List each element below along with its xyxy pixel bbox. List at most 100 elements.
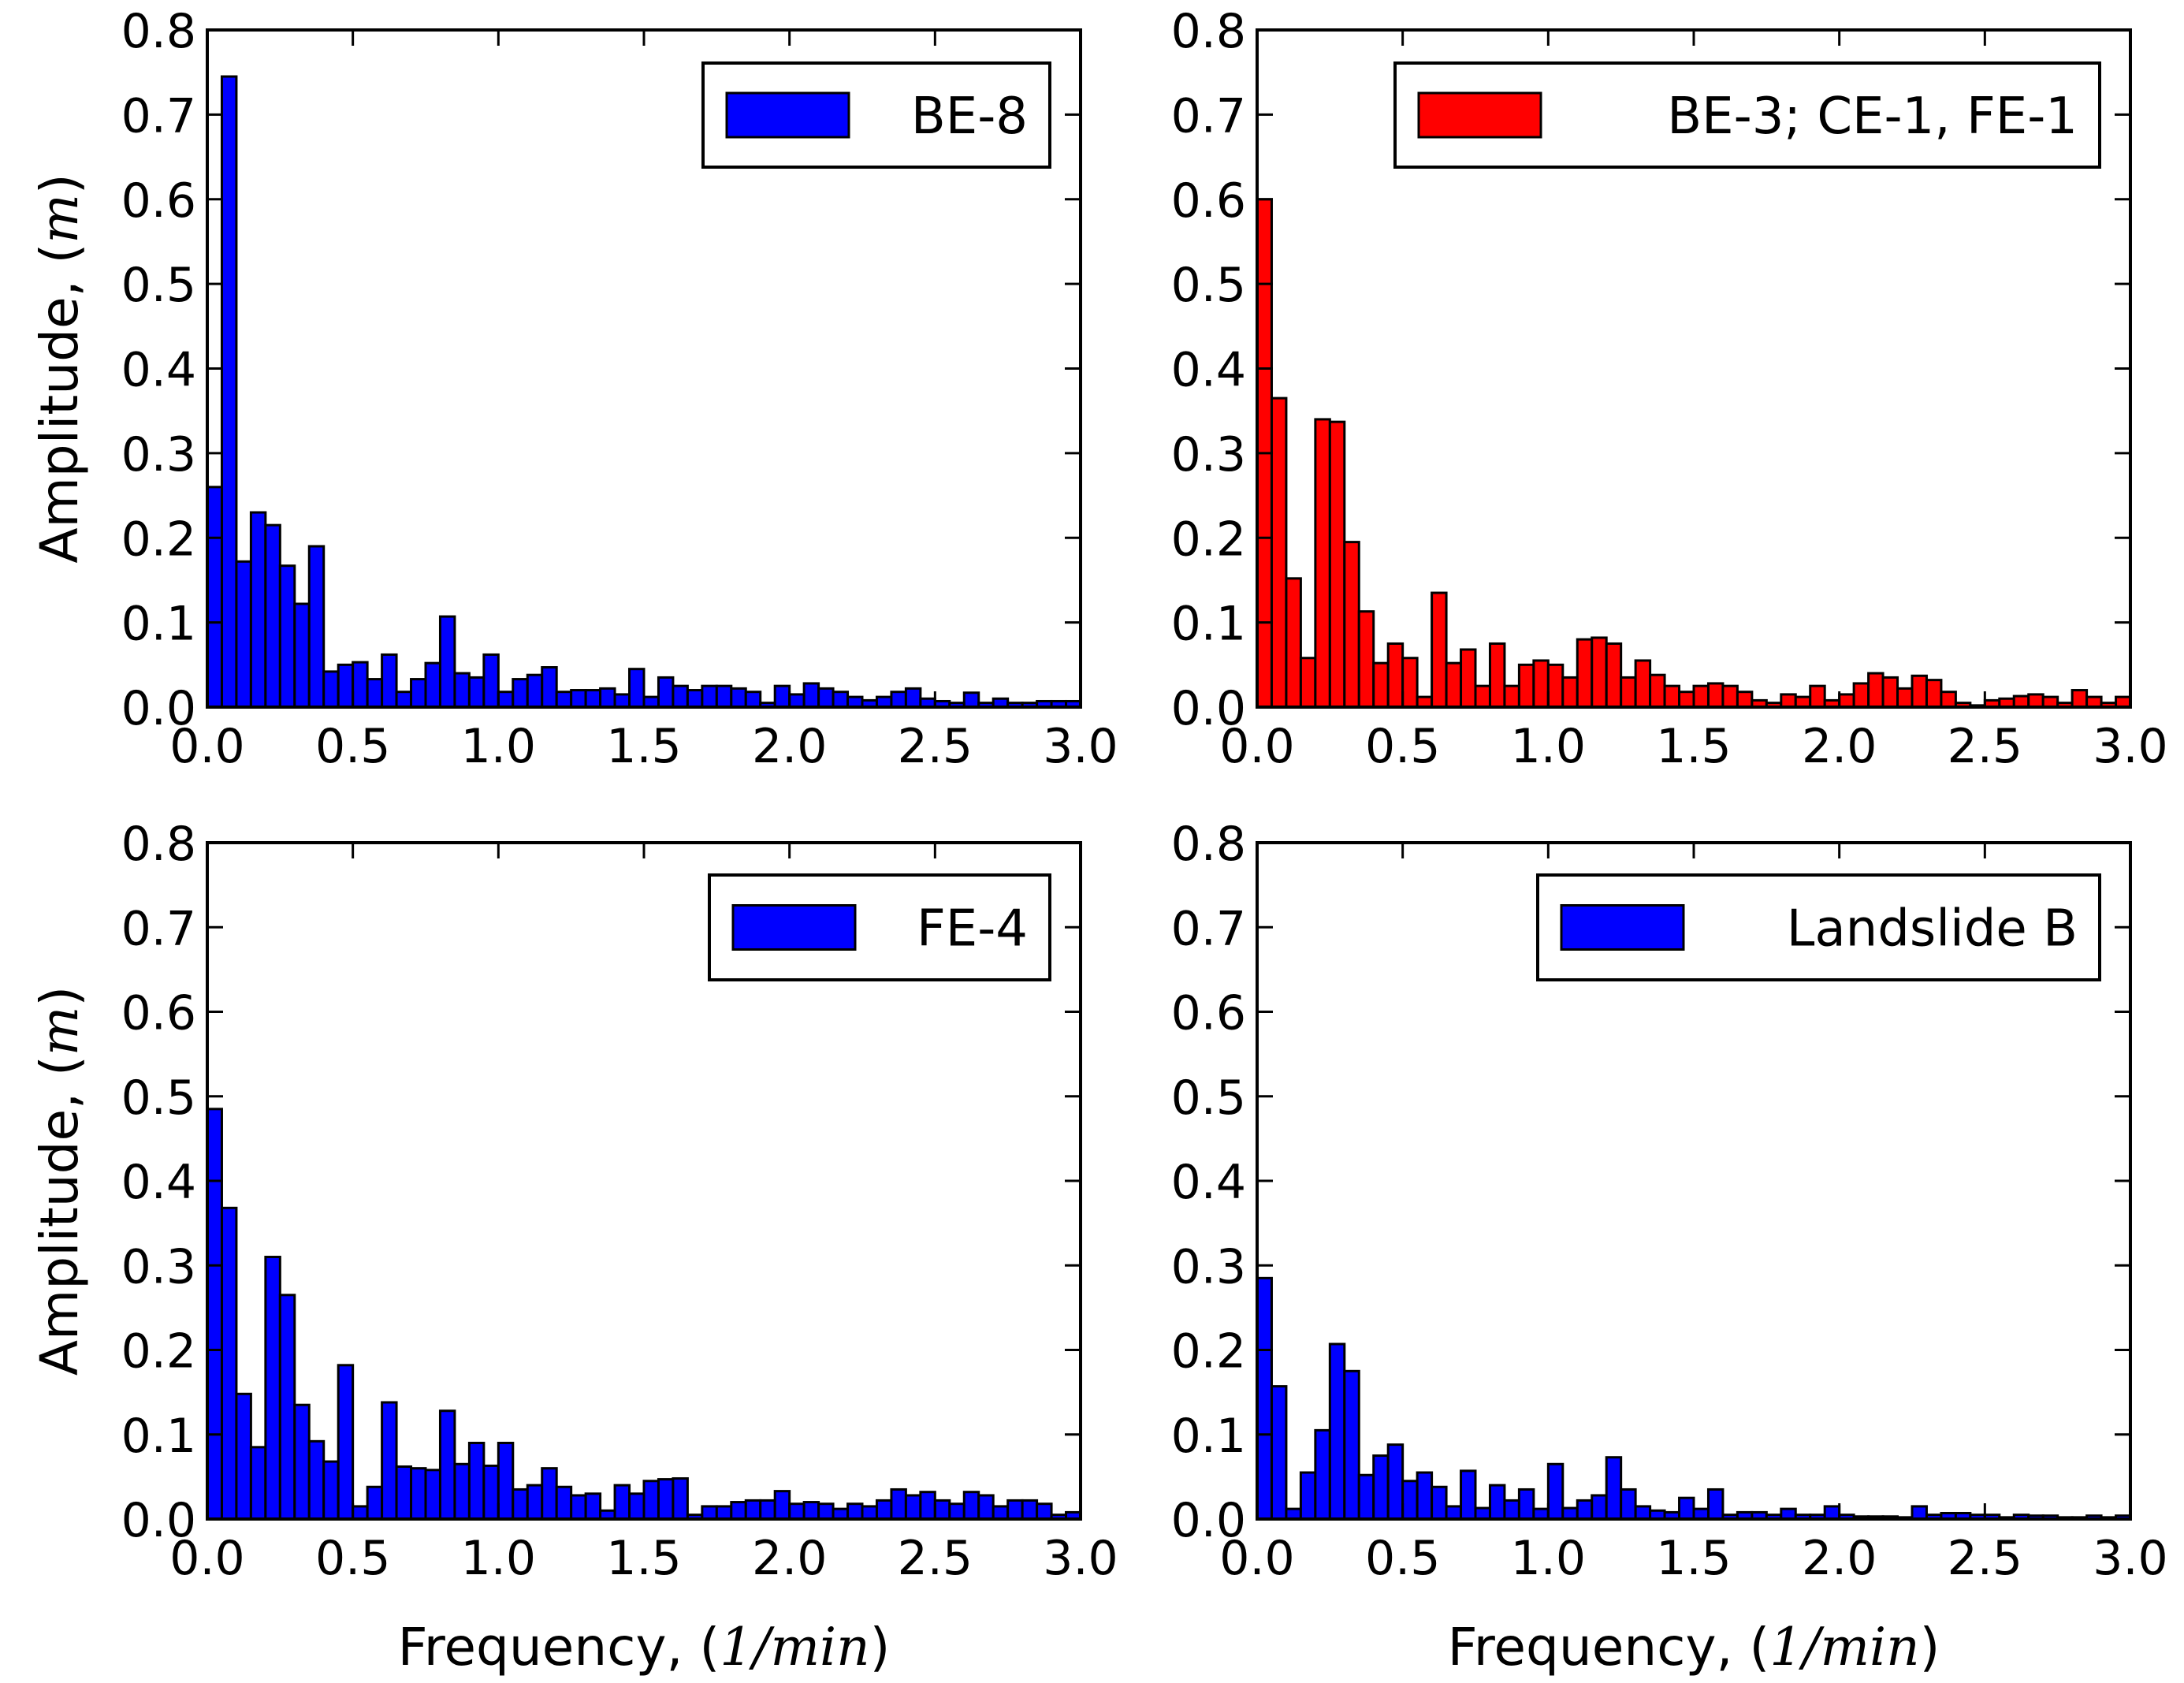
bar [613,693,631,709]
bar [715,1505,733,1521]
bar [352,661,369,709]
bar [817,687,835,709]
y-tick-label: 0.6 [1171,986,1246,1041]
y-tick-label: 0.8 [1171,817,1246,872]
bar [1488,1484,1506,1521]
legend-swatch [725,91,850,139]
bar [657,1478,675,1521]
bar [424,661,441,709]
y-tick-label: 0.8 [121,4,196,59]
legend-label: FE-4 [917,900,1028,959]
y-tick-label: 0.4 [1171,1155,1246,1210]
bar [467,1441,486,1521]
y-tick-label: 0.7 [121,88,196,143]
bar [410,678,427,709]
y-tick-label: 0.5 [121,258,196,313]
x-tick-label: 2.0 [1802,719,1877,774]
bar [352,1505,369,1521]
bar [1343,1369,1360,1521]
bar [904,687,922,709]
x-tick-label: 0.0 [1219,1531,1294,1586]
bar [628,668,646,709]
bar [438,1409,456,1521]
bar [1431,591,1448,709]
bar [541,1467,558,1521]
x-tick-label: 1.5 [1656,719,1731,774]
bar [467,676,486,709]
x-tick-label: 0.5 [1365,1531,1440,1586]
y-tick-label: 0.2 [121,512,196,567]
bar [1006,1499,1024,1521]
x-tick-label: 2.5 [898,1531,973,1586]
x-tick-label: 2.5 [1948,1531,2022,1586]
bar [1576,638,1594,709]
bar [1328,420,1346,709]
bar [1256,1276,1273,1521]
bar [293,1403,311,1521]
bar [1823,1505,1841,1521]
bar [1503,1499,1520,1521]
y-tick-label: 0.2 [1171,512,1246,567]
x-tick-label: 0.0 [169,719,244,774]
bar [846,1502,864,1521]
bar [1576,1499,1594,1521]
bar [1736,691,1754,709]
bar [1343,541,1360,709]
bar [570,689,587,709]
bar [337,1364,355,1521]
bar [773,1490,791,1521]
bar [1503,684,1520,709]
bar [424,1469,441,1521]
bar [1488,642,1506,709]
bar [293,602,311,709]
x-tick-label: 0.0 [169,1531,244,1586]
x-tick-label: 2.0 [752,719,827,774]
y-tick-label: 0.0 [1171,681,1246,736]
chart-panel-1: 0.0 0.1 0.2 0.3 0.4 0.5 0.6 0.7 0.8 0.0 0.5 1.0 1.5 2… [29,4,1118,774]
bar [322,1460,340,1521]
bar [249,511,267,709]
chart-panel-4: 0.0 0.1 0.2 0.3 0.4 0.5 0.6 0.7 0.8 0.0 0.5 1.0 1.5 2… [1171,817,2168,1677]
legend-label: Landslide B [1787,900,2078,959]
bar [1706,1488,1725,1521]
bar [1517,663,1535,709]
bar [1546,1462,1565,1521]
bar [366,1485,384,1521]
bar [788,1502,806,1521]
y-tick-label: 0.3 [1171,427,1246,482]
bar [541,666,558,709]
y-tick-label: 0.0 [121,681,196,736]
bar [730,687,747,709]
bar [701,1505,718,1521]
x-tick-label: 1.0 [1511,1531,1586,1586]
bar [817,1502,835,1521]
bar [395,691,413,709]
y-axis-label: Amplitude, (m) [29,173,90,563]
bar [1460,1469,1477,1521]
bar [875,1499,893,1521]
chart-panel-3: 0.0 0.1 0.2 0.3 0.4 0.5 0.6 0.7 0.8 0.0 0.5 1.0 1.5 2… [29,817,1118,1677]
bar [307,1439,326,1521]
bar [1401,1480,1419,1521]
bar [1780,693,1797,709]
x-tick-label: 2.5 [898,719,973,774]
bar [1285,577,1302,709]
bar [206,486,223,709]
y-tick-label: 0.2 [1171,1324,1246,1380]
bar [1605,642,1623,709]
bar [249,1446,267,1521]
bar [1591,1494,1608,1521]
legend-label: BE-8 [911,88,1028,146]
bar [1328,1342,1346,1521]
y-tick-label: 0.7 [121,901,196,956]
bar [1474,1506,1491,1521]
bar [1692,684,1710,709]
bar [220,1206,238,1521]
bar [613,1484,631,1521]
y-tick-label: 0.3 [121,1239,196,1294]
x-tick-label: 3.0 [1043,719,1118,774]
bar [1386,642,1405,709]
bar [1431,1485,1448,1521]
bar [1386,1443,1405,1521]
y-tick-label: 0.3 [1171,1239,1246,1294]
